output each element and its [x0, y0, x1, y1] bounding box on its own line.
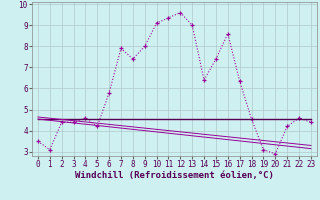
X-axis label: Windchill (Refroidissement éolien,°C): Windchill (Refroidissement éolien,°C)	[75, 171, 274, 180]
